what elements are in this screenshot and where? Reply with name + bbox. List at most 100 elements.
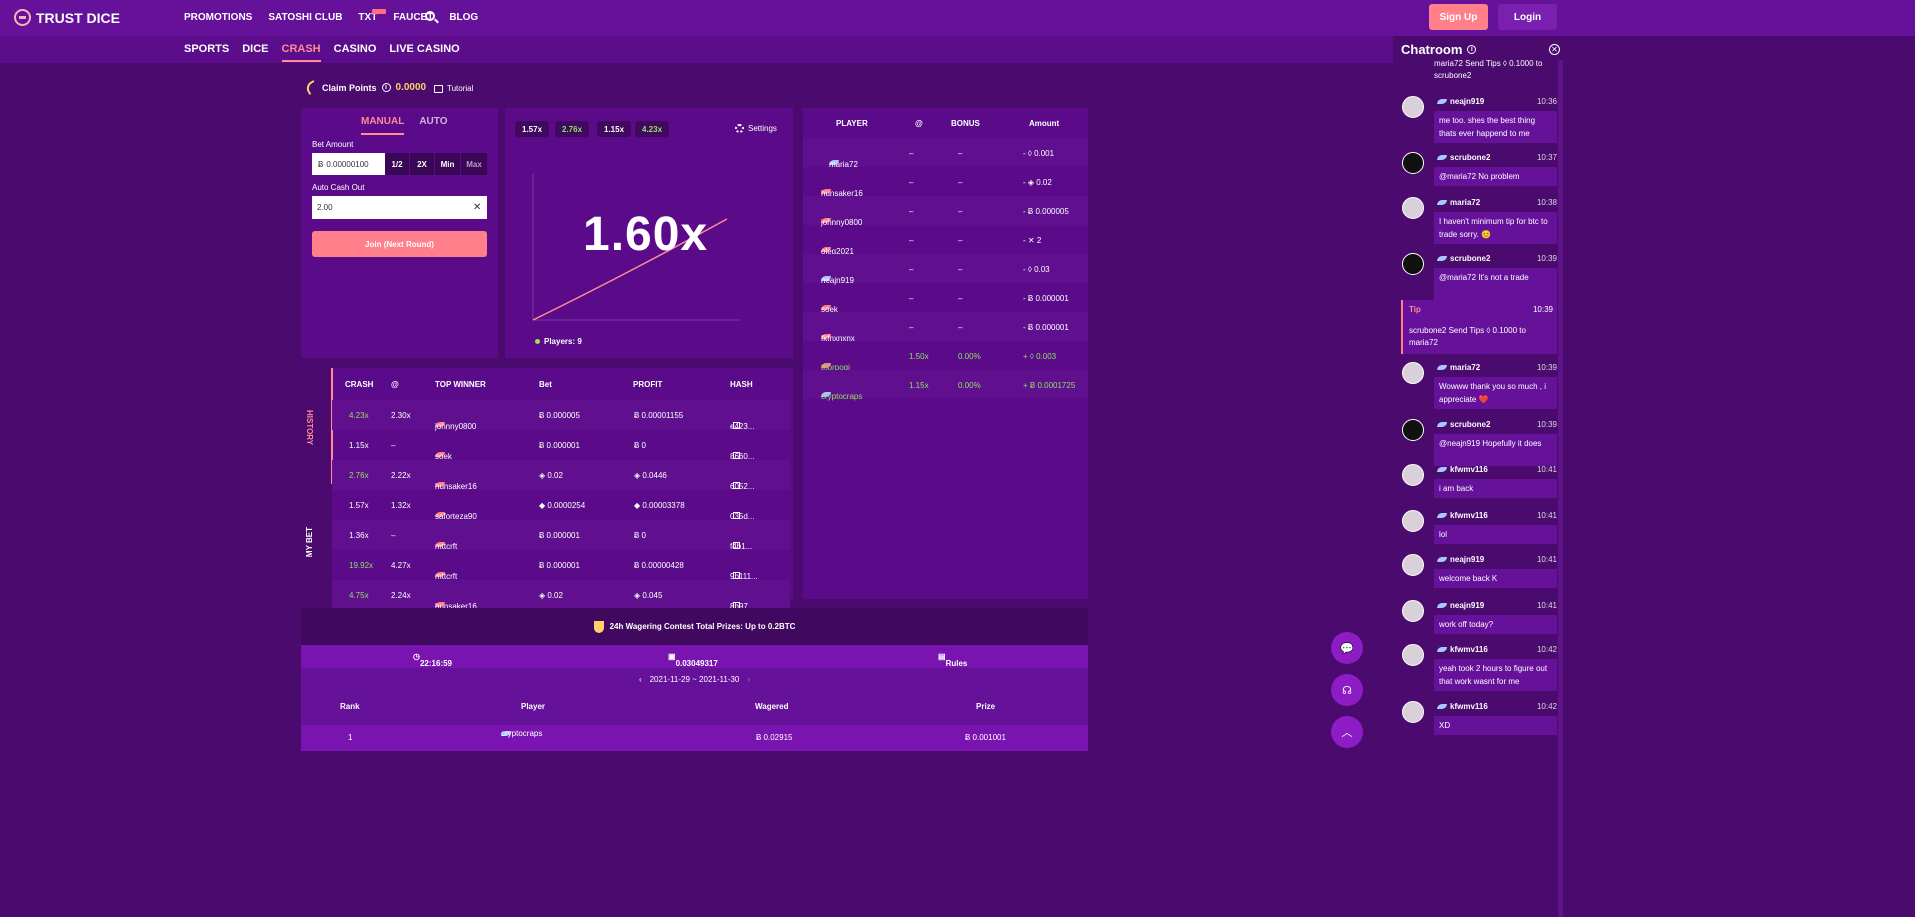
bet-value: ◈ 0.02 xyxy=(539,471,563,480)
player-name-text: maria72 xyxy=(829,160,858,169)
avatar[interactable] xyxy=(1402,96,1424,118)
close-icon[interactable]: ✕ xyxy=(1549,44,1560,55)
min-button[interactable]: Min xyxy=(435,153,460,175)
tab-manual[interactable]: MANUAL xyxy=(361,116,405,135)
tab-casino[interactable]: CASINO xyxy=(333,43,377,55)
nav-promotions[interactable]: PROMOTIONS xyxy=(184,12,253,23)
leaderboard-header: Rank Player Wagered Prize xyxy=(301,690,1088,725)
avatar-icon xyxy=(435,482,445,487)
player-bonus: – xyxy=(958,265,963,274)
message-author[interactable]: neajn919 xyxy=(1437,555,1484,564)
prev-icon[interactable]: ‹ xyxy=(638,674,642,684)
message-author[interactable]: maria72 xyxy=(1437,363,1480,372)
col-top-winner: TOP WINNER xyxy=(435,380,486,389)
pickaxe-icon xyxy=(303,79,320,96)
avatar[interactable] xyxy=(1402,362,1424,384)
tab-my-bet[interactable]: MY BET xyxy=(305,527,314,558)
profit-value: ◈ 0.045 xyxy=(634,591,663,600)
tab-dice[interactable]: DICE xyxy=(242,43,269,55)
message-author[interactable]: scrubone2 xyxy=(1437,153,1490,162)
profit-value: ◈ 0.0446 xyxy=(634,471,667,480)
avatar[interactable] xyxy=(1402,510,1424,532)
col-bonus: BONUS xyxy=(951,119,980,128)
half-button[interactable]: 1/2 xyxy=(385,153,409,175)
rules-link[interactable]: ▤ Rules xyxy=(938,652,968,668)
player-at: – xyxy=(909,207,914,216)
scroll-top-fab[interactable]: ︿ xyxy=(1331,716,1363,748)
copy-icon[interactable] xyxy=(733,422,740,429)
avatar[interactable] xyxy=(1402,419,1424,441)
avatar[interactable] xyxy=(1402,701,1424,723)
nav-faucet[interactable]: FAUCET xyxy=(393,12,434,23)
message-author[interactable]: neajn919 xyxy=(1437,97,1484,106)
message-author[interactable]: kfwmv116 xyxy=(1437,645,1488,654)
logo[interactable]: TRUST DICE xyxy=(14,9,120,26)
info-icon[interactable]: i xyxy=(381,83,391,92)
copy-icon[interactable] xyxy=(733,452,740,459)
nav-blog[interactable]: BLOG xyxy=(449,12,479,23)
avatar[interactable] xyxy=(1402,464,1424,486)
clear-icon[interactable]: ✕ xyxy=(473,202,482,213)
avatar[interactable] xyxy=(1402,600,1424,622)
vip-icon xyxy=(1437,603,1447,608)
hash-value: 8660... xyxy=(730,452,755,461)
leaderboard-row: 1 cryptocraps Ƀ 0.02915 Ƀ 0.001001 xyxy=(301,725,1088,751)
nav-satoshi-club[interactable]: SATOSHI CLUB xyxy=(268,12,343,23)
message-author[interactable]: kfwmv116 xyxy=(1437,511,1488,520)
message-author[interactable]: maria72 xyxy=(1437,198,1480,207)
signup-button[interactable]: Sign Up xyxy=(1429,4,1488,30)
chat-fab[interactable]: 💬 xyxy=(1331,632,1363,664)
message-author[interactable]: kfwmv116 xyxy=(1437,702,1488,711)
message-text: i am back xyxy=(1434,479,1557,498)
tab-crash[interactable]: CRASH xyxy=(281,43,321,62)
avatar[interactable] xyxy=(1402,197,1424,219)
player-row: soek – – - Ƀ 0.000001 xyxy=(803,283,1088,314)
gear-icon xyxy=(735,124,744,133)
avatar[interactable] xyxy=(1402,644,1424,666)
chat-bubble-icon: 💬 xyxy=(1340,642,1354,655)
message-author[interactable]: scrubone2 xyxy=(1437,420,1490,429)
login-button[interactable]: Login xyxy=(1498,4,1557,30)
avatar[interactable] xyxy=(1402,554,1424,576)
author-name: maria72 xyxy=(1450,363,1481,372)
bet-amount-input[interactable]: Ƀ 0.00000100 xyxy=(312,153,385,175)
message-author[interactable]: scrubone2 xyxy=(1437,254,1490,263)
history-row: 4.23x 2.30x johnny0800 Ƀ 0.000005 Ƀ 0.000011… xyxy=(332,400,790,431)
bet-value: ◆ 0.0000254 xyxy=(539,501,586,510)
player-bonus: – xyxy=(958,207,963,216)
message-author[interactable]: kfwmv116 xyxy=(1437,465,1488,474)
tutorial-link[interactable]: Tutorial xyxy=(434,84,473,93)
chat-scrollbar[interactable] xyxy=(1558,60,1563,917)
copy-icon[interactable] xyxy=(733,482,740,489)
avatar-icon xyxy=(821,276,831,281)
player-name-text: fkfnxnxnx xyxy=(821,334,855,343)
winner-name: hunsaker16 xyxy=(435,482,477,491)
tab-auto[interactable]: AUTO xyxy=(419,116,448,127)
join-button[interactable]: Join (Next Round) xyxy=(312,231,487,257)
avatar[interactable] xyxy=(1402,253,1424,275)
crash-value: 1.36x xyxy=(349,531,369,540)
crash-value: 1.15x xyxy=(349,441,369,450)
settings-button[interactable]: Settings xyxy=(735,124,777,133)
search-icon[interactable] xyxy=(425,11,435,21)
bet-value: Ƀ 0.000001 xyxy=(539,561,580,570)
copy-icon[interactable] xyxy=(733,542,740,549)
nav-txt[interactable]: TXT xyxy=(358,12,378,23)
max-button[interactable]: Max xyxy=(461,153,487,175)
tab-sports[interactable]: SPORTS xyxy=(184,43,230,55)
player-at: 1.50x xyxy=(909,352,929,361)
tab-history[interactable]: HISTORY xyxy=(305,410,314,446)
copy-icon[interactable] xyxy=(733,512,740,519)
copy-icon[interactable] xyxy=(733,572,740,579)
info-icon[interactable]: i xyxy=(1467,45,1477,54)
avatar[interactable] xyxy=(1402,152,1424,174)
player-row: maria72 – – - ◊ 0.001 xyxy=(803,138,1088,169)
hash-value: 9b111... xyxy=(730,572,758,581)
double-button[interactable]: 2X xyxy=(410,153,434,175)
message-author[interactable]: neajn919 xyxy=(1437,601,1484,610)
support-fab[interactable]: ☊ xyxy=(1331,674,1363,706)
auto-cashout-input[interactable]: 2.00 xyxy=(312,196,487,219)
tab-live-casino[interactable]: LIVE CASINO xyxy=(389,43,460,55)
claim-points[interactable]: Claim Points i 0.0000 xyxy=(303,79,426,96)
next-icon[interactable]: › xyxy=(747,674,751,684)
